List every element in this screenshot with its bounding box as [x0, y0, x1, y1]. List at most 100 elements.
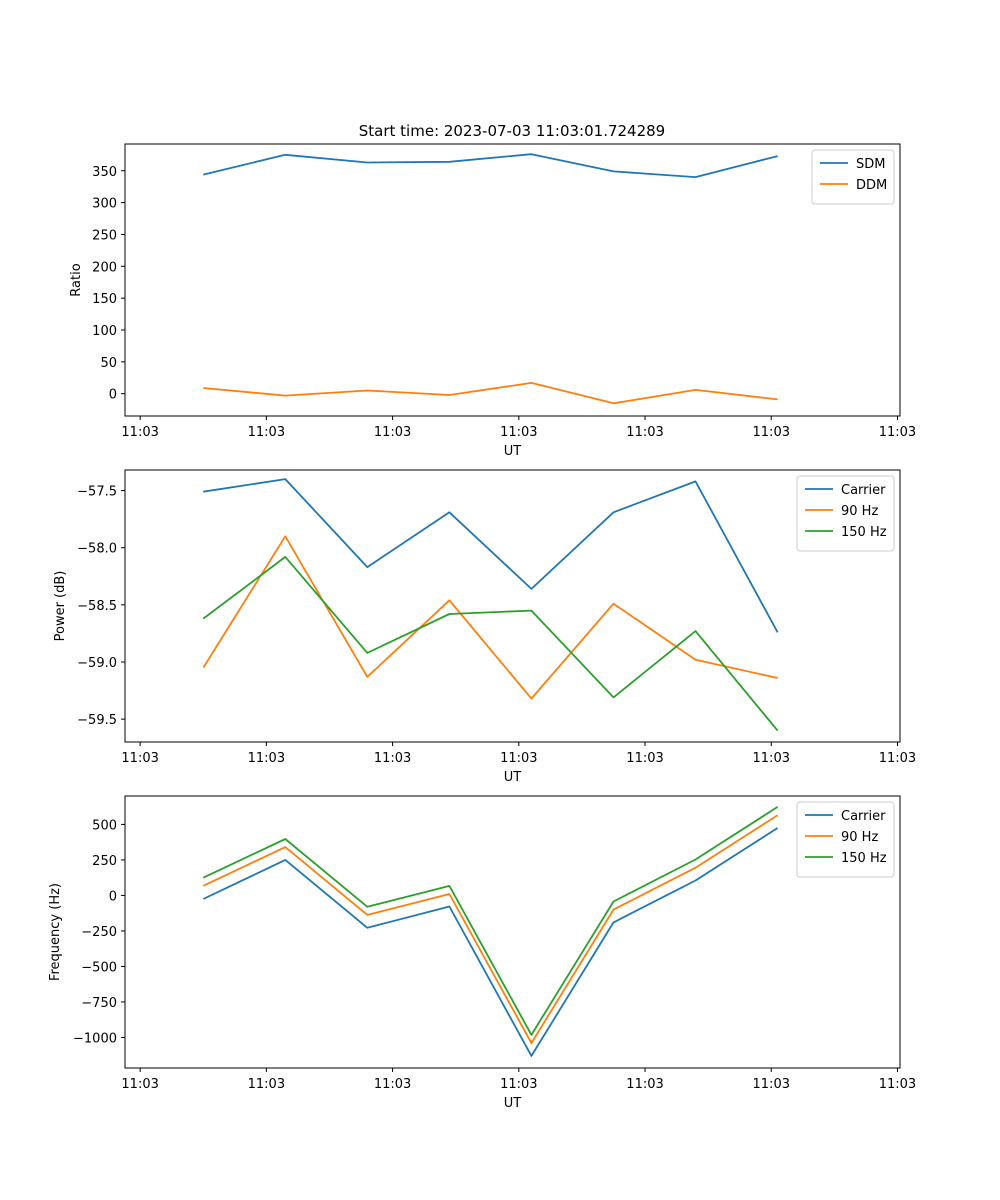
data-point [777, 398, 779, 400]
x-tick-label: 11:03 [879, 1077, 916, 1092]
subplot-3: 11:0311:0311:0311:0311:0311:0311:0311:04… [48, 795, 916, 1111]
data-point [202, 387, 204, 389]
data-point [448, 893, 450, 895]
data-point [284, 154, 286, 156]
x-tick-label: 11:03 [753, 751, 790, 766]
data-point [284, 838, 286, 840]
data-point [366, 927, 368, 929]
data-point [612, 511, 614, 513]
y-tick-label: 300 [92, 197, 117, 212]
data-point [366, 676, 368, 678]
data-point [695, 880, 697, 882]
axes-frame [124, 795, 901, 1069]
plots-container: 11:0311:0311:0311:0311:0311:0311:0311:04… [48, 143, 916, 1111]
data-point [777, 806, 779, 808]
y-tick-label: 50 [100, 356, 117, 371]
y-tick-label: −1000 [73, 1031, 117, 1046]
data-point [202, 491, 204, 493]
data-point [366, 652, 368, 654]
y-tick-label: −250 [81, 925, 117, 940]
y-tick-label: 100 [92, 324, 117, 339]
data-point [448, 613, 450, 615]
data-point [530, 1042, 532, 1044]
x-tick-label: 11:03 [753, 425, 790, 440]
series-line-carrier [203, 478, 779, 633]
data-point [448, 906, 450, 908]
data-point [695, 659, 697, 661]
data-point [612, 696, 614, 698]
x-tick-label: 11:03 [121, 425, 158, 440]
data-point [530, 588, 532, 590]
data-point [202, 667, 204, 669]
legend-entry-label: Carrier [841, 483, 886, 498]
data-point [612, 603, 614, 605]
legend-box [796, 801, 895, 878]
y-tick-label: 0 [109, 889, 117, 904]
series-line-sdm [203, 153, 778, 179]
legend-entry-label: 150 Hz [841, 851, 887, 866]
data-point [612, 901, 614, 903]
data-point [284, 478, 286, 480]
legend-entry-label: 90 Hz [841, 830, 878, 845]
y-tick-label: 200 [92, 260, 117, 275]
x-tick-label: 11:03 [879, 751, 916, 766]
x-tick-label: 11:03 [626, 425, 663, 440]
x-tick-label: 11:03 [248, 425, 285, 440]
data-point [530, 1034, 532, 1036]
data-point [530, 382, 532, 384]
series-line-150-hz [202, 556, 779, 732]
data-point [695, 176, 697, 178]
legend-entry-label: 150 Hz [841, 525, 887, 540]
subplot-1: 11:0311:0311:0311:0311:0311:0311:0311:04… [69, 143, 916, 459]
data-point [448, 599, 450, 601]
y-tick-label: 350 [92, 165, 117, 180]
y-tick-label: −59.5 [77, 713, 117, 728]
y-tick-label: 150 [92, 292, 117, 307]
data-point [202, 618, 204, 620]
x-axis-label: UT [504, 770, 522, 785]
x-tick-label: 11:03 [374, 751, 411, 766]
x-axis-label: UT [504, 444, 522, 459]
series-line-ddm [203, 381, 778, 405]
axes-frame [124, 469, 901, 743]
axes-frame [124, 143, 901, 417]
x-tick-label: 11:03 [500, 1077, 537, 1092]
legend-entry-label: SDM [856, 157, 885, 172]
data-point [695, 480, 697, 482]
y-tick-label: 0 [109, 388, 117, 403]
data-point [366, 906, 368, 908]
x-tick-label: 11:03 [626, 1077, 663, 1092]
y-tick-label: 250 [92, 854, 117, 869]
series-line-150-hz [202, 806, 779, 1036]
data-point [448, 511, 450, 513]
legend-box [796, 475, 895, 552]
data-point [612, 909, 614, 911]
series-line-carrier [202, 827, 779, 1057]
legend-entry-label: DDM [856, 178, 887, 193]
data-point [448, 161, 450, 163]
data-point [612, 921, 614, 923]
data-point [448, 885, 450, 887]
data-point [530, 610, 532, 612]
x-tick-label: 11:03 [500, 425, 537, 440]
data-point [284, 846, 286, 848]
data-point [777, 631, 779, 633]
data-point [777, 814, 779, 816]
data-point [202, 898, 204, 900]
x-tick-label: 11:03 [121, 751, 158, 766]
x-tick-label: 11:03 [879, 425, 916, 440]
y-tick-label: −500 [81, 960, 117, 975]
data-point [366, 390, 368, 392]
data-point [695, 867, 697, 869]
data-point [366, 914, 368, 916]
x-tick-label: 11:03 [374, 1077, 411, 1092]
series-line-90-hz [202, 535, 778, 700]
x-tick-label: 11:03 [121, 1077, 158, 1092]
data-point [695, 858, 697, 860]
data-point [284, 556, 286, 558]
data-point [612, 402, 614, 404]
y-tick-label: −58.0 [77, 542, 117, 557]
legend-entry-label: 90 Hz [841, 504, 878, 519]
data-point [202, 885, 204, 887]
